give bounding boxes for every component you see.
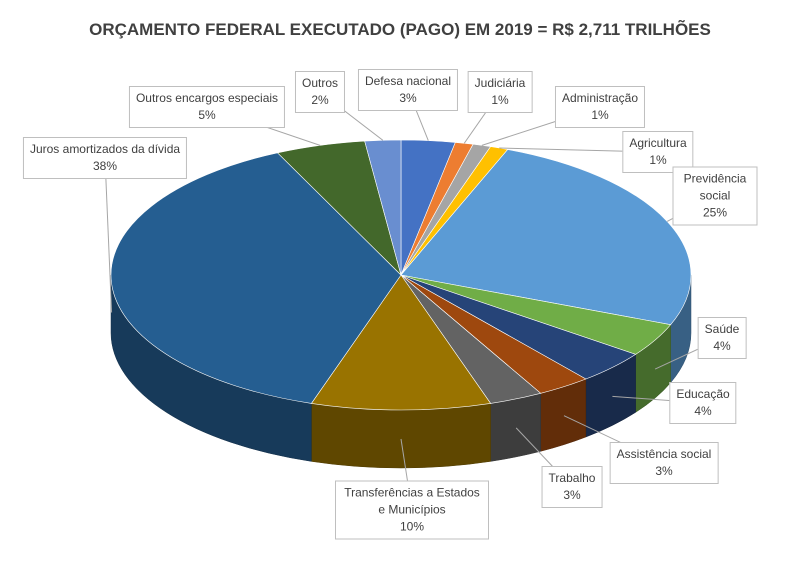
leader-line xyxy=(104,157,113,313)
value-label: 25% xyxy=(702,205,728,220)
slice xyxy=(364,139,402,276)
slice xyxy=(110,152,402,404)
tops xyxy=(110,139,692,411)
data-label: Trabalho 3% xyxy=(541,466,603,508)
category-label: Saúde xyxy=(704,322,740,336)
data-label: Juros amortizados da dívida 38% xyxy=(22,137,188,179)
category-label: Juros amortizados da dívida xyxy=(29,142,181,156)
category-label: Outros xyxy=(301,76,339,90)
data-label: Outros 2% xyxy=(294,71,346,113)
data-label: Saúde 4% xyxy=(697,317,747,359)
data-label: Previdência social 25% xyxy=(672,166,758,226)
category-label: Agricultura xyxy=(629,136,687,150)
category-label: Assistência social xyxy=(616,447,712,461)
data-label: Defesa nacional 3% xyxy=(357,69,459,111)
value-label: 1% xyxy=(491,93,509,107)
value-label: 1% xyxy=(649,153,667,167)
slice xyxy=(400,149,692,326)
value-label: 3% xyxy=(655,464,673,478)
data-label: Educação 4% xyxy=(669,382,737,424)
data-label: Transferências a Estados e Municípios 10% xyxy=(335,480,489,540)
sides xyxy=(110,274,692,469)
value-label: 2% xyxy=(311,93,329,107)
slice-side xyxy=(490,392,541,462)
value-label: 4% xyxy=(713,339,731,353)
value-label: 5% xyxy=(198,108,216,122)
value-label: 10% xyxy=(399,519,425,534)
value-label: 1% xyxy=(591,108,609,122)
category-label: Previdência social xyxy=(683,171,747,203)
slice xyxy=(310,274,492,411)
category-label: Trabalho xyxy=(548,471,596,485)
category-label: Defesa nacional xyxy=(364,74,452,88)
data-label: Assistência social 3% xyxy=(609,442,719,484)
chart-title: ORÇAMENTO FEDERAL EXECUTADO (PAGO) EM 20… xyxy=(89,20,711,39)
data-label: Judiciária 1% xyxy=(467,71,533,113)
data-label: Outros encargos especiais 5% xyxy=(128,86,286,128)
data-label: Administração 1% xyxy=(554,86,646,128)
value-label: 3% xyxy=(399,91,417,105)
category-label: Educação xyxy=(676,387,730,401)
value-label: 4% xyxy=(694,404,712,418)
category-label: Outros encargos especiais xyxy=(135,91,279,105)
data-label: Agricultura 1% xyxy=(622,131,694,173)
value-label: 38% xyxy=(92,159,118,173)
category-label: Administração xyxy=(561,91,639,105)
category-label: Judiciária xyxy=(474,76,526,90)
slice-side xyxy=(311,403,491,469)
value-label: 3% xyxy=(563,488,581,502)
category-label: Transferências a Estados e Municípios xyxy=(344,485,480,517)
